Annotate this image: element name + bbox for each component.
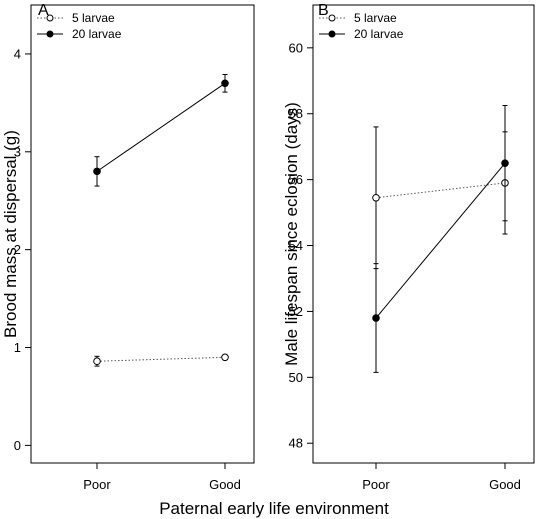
data-point [93,167,101,176]
legend-label: 5 larvae [354,11,397,25]
y-tick-label: 1 [14,340,21,355]
legend-marker [46,30,54,38]
x-tick-label: Good [209,477,241,492]
data-point [372,314,380,322]
panel-b: 48 50 52 54 56 58 60 Poor Good Male lifespan sinc… [282,4,535,492]
data-point [372,193,380,202]
plot-frame [312,4,535,464]
y-tick-label: 50 [289,370,303,385]
y-axis-title: Brood mass at dispersal (g) [1,130,20,338]
y-tick-label: 0 [14,438,21,453]
series-line [96,356,226,362]
y-tick-label: 48 [289,436,303,451]
data-point [93,357,101,366]
x-tick-label: Poor [362,477,390,492]
data-point [221,353,229,362]
x-tick-label: Poor [83,477,111,492]
series-line [375,162,506,319]
x-axis-title: Paternal early life environment [159,499,389,518]
y-tick-label: 2 [14,242,21,257]
y-tick-label: 3 [14,144,21,159]
panel-a-label: A [38,2,49,19]
y-tick-label: 54 [289,238,303,253]
plot-frame [30,4,255,464]
data-point [221,79,229,88]
legend-marker [328,30,336,38]
y-tick-label: 56 [289,172,303,187]
legend-label: 20 larvae [72,27,122,41]
series-line [96,82,226,172]
x-tick-label: Good [489,477,521,492]
y-tick-label: 60 [289,40,303,55]
y-tick-label: 58 [289,106,303,121]
data-point [501,159,509,167]
y-axis-title: Male lifespan since eclosion (days) [282,102,301,366]
legend-marker [46,14,54,22]
series-line [375,182,506,199]
y-tick-label: 4 [14,46,21,61]
y-tick-label: 52 [289,304,303,319]
panel-b-label: B [318,2,329,19]
legend-label: 20 larvae [354,27,404,41]
panel-a: 0 1 2 3 4 Poor Good Brood mass at dispersal (g)… [1,4,255,492]
legend-marker [328,14,336,22]
legend-label: 5 larvae [72,11,115,25]
